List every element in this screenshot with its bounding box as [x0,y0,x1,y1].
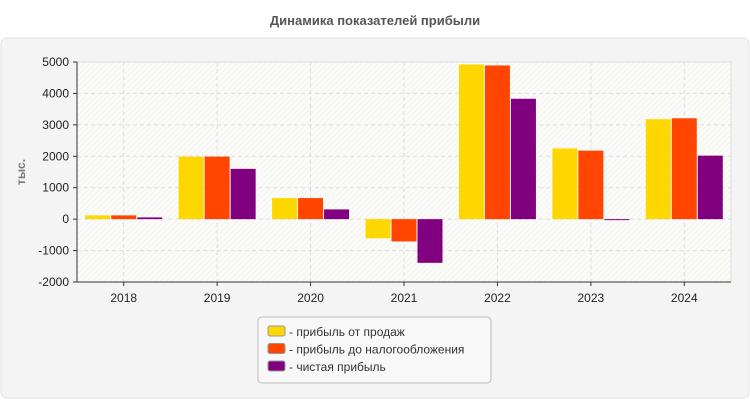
bar [85,215,111,220]
bar [484,65,510,220]
bar [645,119,671,220]
bar [324,209,350,220]
legend-swatch [267,343,286,354]
bar [671,118,697,220]
legend: - прибыль от продаж - прибыль до налогооб… [257,316,492,384]
plot-area [76,61,732,283]
axes: 5000 4000 3000 2000 1000 0 -1000 -2000 2018 2019 2… [38,55,731,305]
x-tick-label: 2024 [671,291,698,305]
x-tick-label: 2020 [297,291,324,305]
bar [604,219,630,221]
y-tick-label: -2000 [38,275,69,289]
legend-label: - прибыль от продаж [289,325,405,339]
bar [391,219,417,242]
y-tick-label: 5000 [42,55,69,69]
bar [111,215,137,220]
bar [417,219,443,263]
y-tick-label: 0 [62,212,69,226]
bar [458,64,484,220]
y-tick-label: 4000 [42,86,69,100]
y-tick-label: 3000 [42,118,69,132]
y-axis-label: тыс. [14,159,28,185]
bar [510,98,536,220]
bar [204,156,230,220]
legend-swatch [267,325,286,337]
bar [578,150,604,220]
x-tick-label: 2022 [484,291,511,305]
legend-label: - прибыль до налогообложения [289,343,464,357]
x-tick-label: 2023 [578,291,605,305]
bar [272,198,298,220]
bar [697,155,723,220]
bar [298,198,324,220]
x-tick-label: 2018 [110,291,137,305]
y-tick-label: -1000 [38,244,69,258]
bar [230,168,256,220]
x-tick-label: 2021 [391,291,418,305]
bar [178,156,204,220]
x-tick-label: 2019 [204,291,231,305]
legend-label: - чистая прибыль [289,360,386,374]
y-tick-label: 2000 [42,149,69,163]
bar [365,219,391,239]
y-tick-label: 1000 [42,181,69,195]
bar [137,217,163,220]
bars [85,64,723,263]
bar [552,148,578,220]
legend-swatch [267,360,286,372]
chart-title: Динамика показателей прибыли [270,13,480,28]
